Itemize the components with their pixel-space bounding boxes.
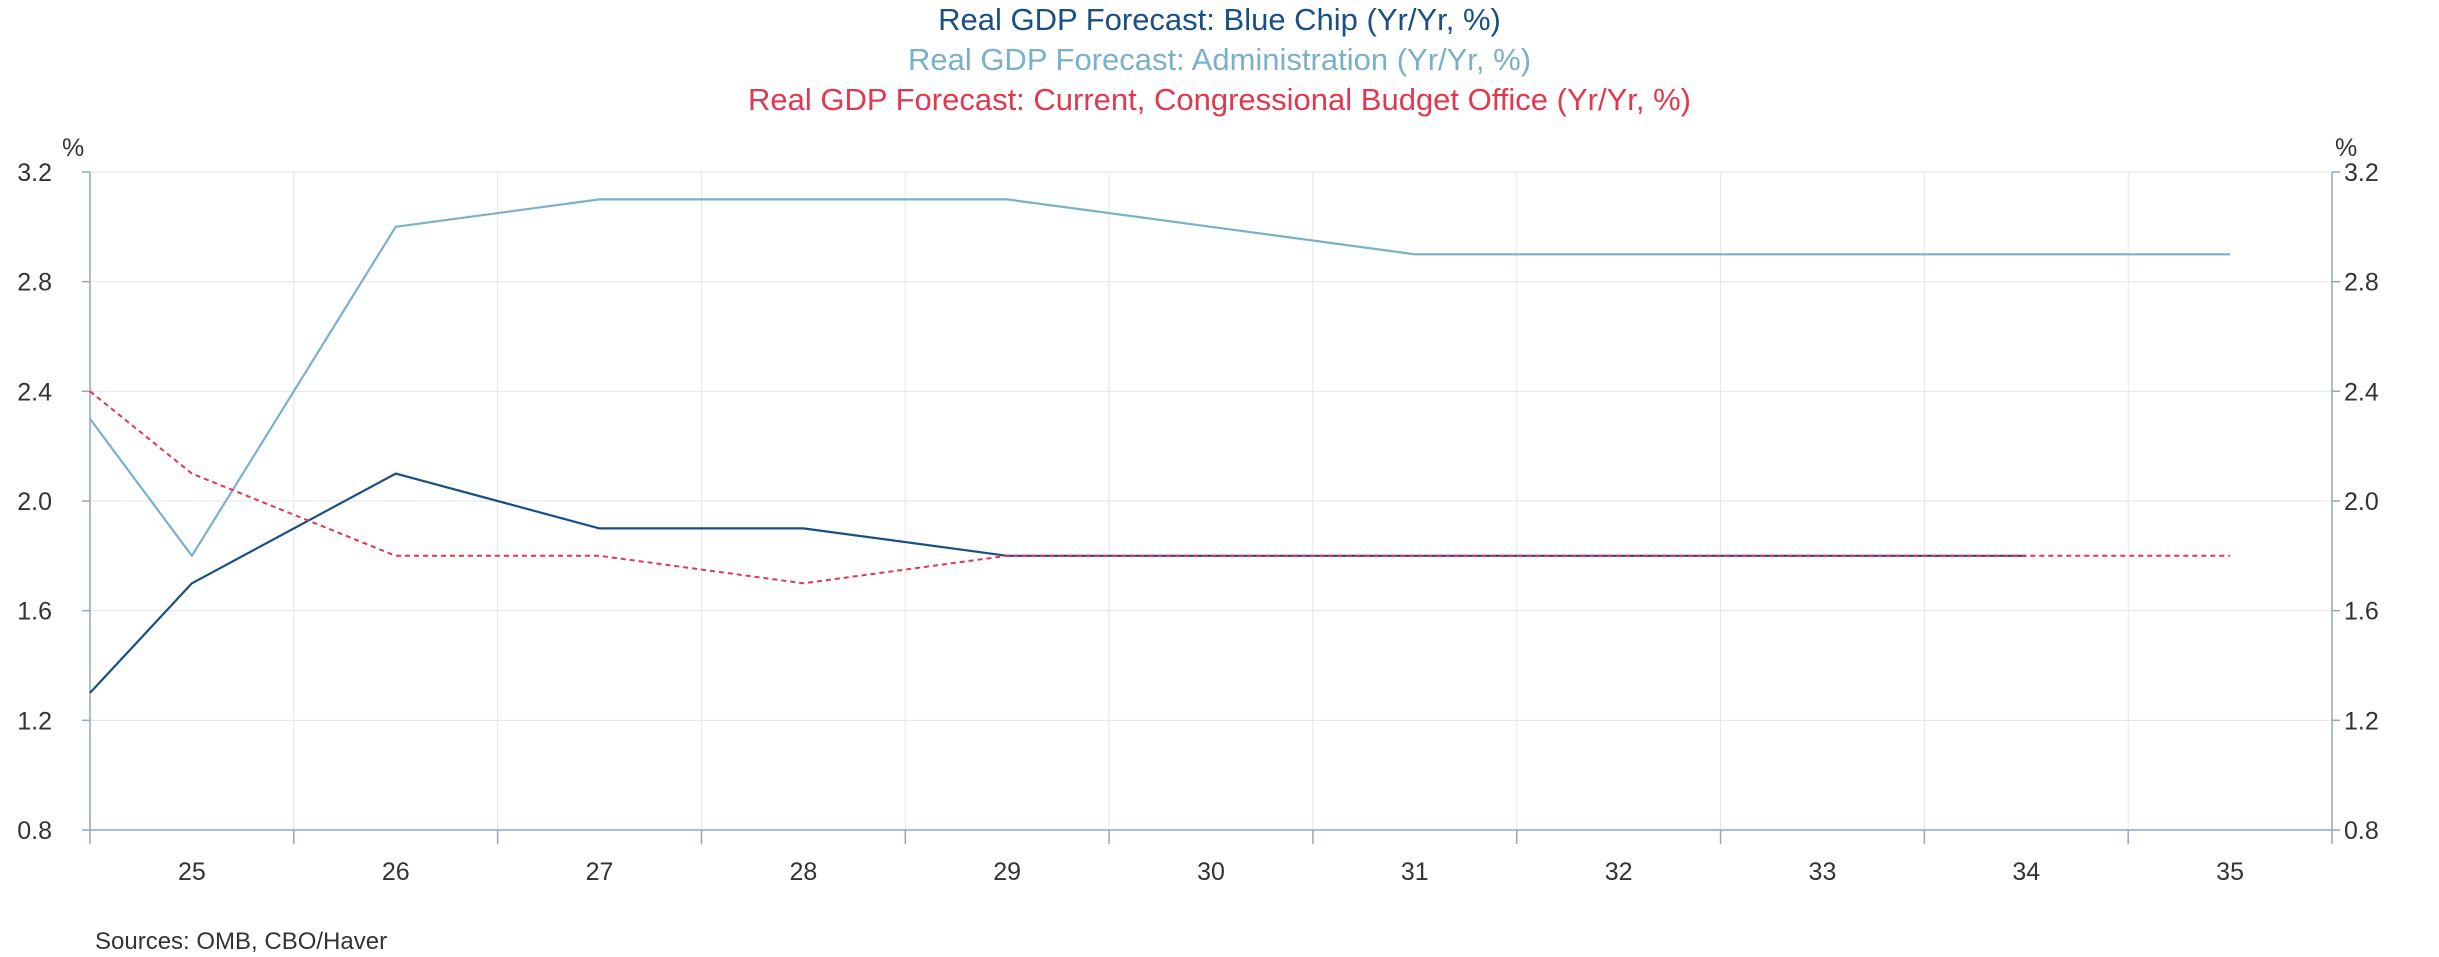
y-tick-label-left: 2.8 — [17, 269, 52, 297]
x-tick-label: 27 — [586, 858, 614, 886]
x-tick-label: 34 — [2012, 858, 2040, 886]
y-tick-label-right: 2.8 — [2344, 269, 2379, 297]
y-tick-label-left: 2.4 — [17, 378, 52, 406]
y-axis-unit-left: % — [62, 134, 84, 162]
series-line-administration — [89, 198, 2231, 557]
axes — [82, 171, 2340, 844]
y-tick-label-left: 3.2 — [17, 159, 52, 187]
y-tick-label-right: 1.6 — [2344, 598, 2379, 626]
source-note: Sources: OMB, CBO/Haver — [95, 928, 388, 955]
legend-entry-blue-chip: Real GDP Forecast: Blue Chip (Yr/Yr, %) — [938, 2, 1501, 37]
y-tick-label-right: 3.2 — [2344, 159, 2379, 187]
x-tick-label: 26 — [382, 858, 410, 886]
y-tick-label-left: 0.8 — [17, 817, 52, 845]
legend-entry-administration: Real GDP Forecast: Administration (Yr/Yr… — [907, 42, 1532, 77]
x-tick-label: 30 — [1197, 858, 1225, 886]
x-tick-label: 28 — [789, 858, 817, 886]
y-tick-label-right: 0.8 — [2344, 817, 2379, 845]
series-line-cbo — [89, 390, 2231, 585]
x-tick-label: 25 — [178, 858, 206, 886]
y-tick-label-right: 1.2 — [2344, 707, 2379, 735]
y-tick-label-left: 2.0 — [17, 488, 52, 516]
series-line-blue-chip — [89, 472, 2027, 694]
y-tick-label-right: 2.0 — [2344, 488, 2379, 516]
tick-labels: 3.2 3.2 2.8 2.8 2.4 2.4 2.0 2.0 1.6 1.6 1.2 1.2 0.8 0… — [17, 134, 2379, 886]
x-tick-label: 35 — [2216, 858, 2244, 886]
series-lines — [89, 198, 2231, 694]
grid-lines — [90, 171, 2332, 830]
y-tick-label-left: 1.2 — [17, 707, 52, 735]
x-tick-label: 31 — [1401, 858, 1429, 886]
x-tick-label: 33 — [1809, 858, 1837, 886]
y-axis-unit-right: % — [2335, 134, 2357, 162]
y-tick-label-right: 2.4 — [2344, 378, 2379, 406]
y-tick-label-left: 1.6 — [17, 598, 52, 626]
chart-legend: Real GDP Forecast: Blue Chip (Yr/Yr, %) … — [0, 0, 2439, 120]
legend-entry-cbo: Real GDP Forecast: Current, Congressiona… — [747, 82, 1692, 117]
x-tick-label: 32 — [1605, 858, 1633, 886]
x-tick-label: 29 — [993, 858, 1021, 886]
